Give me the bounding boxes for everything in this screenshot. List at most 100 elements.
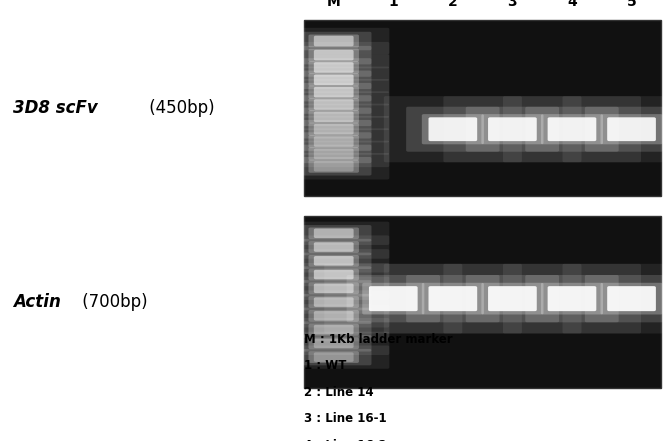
FancyBboxPatch shape [302,116,389,142]
FancyBboxPatch shape [302,308,371,324]
FancyBboxPatch shape [302,54,389,81]
FancyBboxPatch shape [314,325,353,334]
FancyBboxPatch shape [314,62,353,73]
Text: (700bp): (700bp) [77,293,148,311]
FancyBboxPatch shape [428,286,477,311]
Text: 3 : Line 16-1: 3 : Line 16-1 [304,412,387,425]
FancyBboxPatch shape [548,117,597,141]
FancyBboxPatch shape [482,283,544,314]
FancyBboxPatch shape [309,351,359,363]
FancyBboxPatch shape [302,145,371,163]
FancyBboxPatch shape [314,87,353,97]
Bar [304,20,661,196]
FancyBboxPatch shape [309,337,359,349]
FancyBboxPatch shape [314,161,353,172]
FancyBboxPatch shape [302,67,389,93]
FancyBboxPatch shape [302,104,389,130]
FancyBboxPatch shape [541,283,603,314]
FancyBboxPatch shape [503,96,641,162]
FancyBboxPatch shape [309,86,359,99]
FancyBboxPatch shape [384,264,522,333]
FancyBboxPatch shape [314,297,353,307]
FancyBboxPatch shape [302,249,389,273]
FancyBboxPatch shape [314,256,353,265]
FancyBboxPatch shape [314,339,353,348]
FancyBboxPatch shape [302,46,371,64]
Text: 4: 4 [567,0,577,9]
FancyBboxPatch shape [302,71,371,89]
FancyBboxPatch shape [314,99,353,110]
FancyBboxPatch shape [362,283,424,314]
FancyBboxPatch shape [302,318,389,341]
FancyBboxPatch shape [309,283,359,294]
FancyBboxPatch shape [428,117,477,141]
FancyBboxPatch shape [302,335,371,351]
FancyBboxPatch shape [503,264,641,333]
FancyBboxPatch shape [585,107,663,152]
FancyBboxPatch shape [302,235,389,259]
FancyBboxPatch shape [302,108,371,126]
FancyBboxPatch shape [466,275,559,322]
FancyBboxPatch shape [384,96,522,162]
FancyBboxPatch shape [422,283,484,314]
FancyBboxPatch shape [562,264,663,333]
FancyBboxPatch shape [309,269,359,280]
FancyBboxPatch shape [309,296,359,308]
FancyBboxPatch shape [314,228,353,238]
FancyBboxPatch shape [607,117,656,141]
Bar [304,216,661,388]
FancyBboxPatch shape [314,136,353,147]
Text: 1 : WT: 1 : WT [304,359,346,372]
Text: 1: 1 [388,0,398,9]
FancyBboxPatch shape [309,110,359,123]
FancyBboxPatch shape [314,242,353,252]
FancyBboxPatch shape [302,266,371,283]
FancyBboxPatch shape [309,324,359,336]
FancyBboxPatch shape [302,253,371,269]
FancyBboxPatch shape [422,114,484,144]
FancyBboxPatch shape [302,225,371,242]
Text: 2: 2 [448,0,458,9]
FancyBboxPatch shape [525,275,619,322]
FancyBboxPatch shape [302,42,389,68]
FancyBboxPatch shape [302,332,389,355]
Text: 3D8 scFv: 3D8 scFv [13,99,98,117]
FancyBboxPatch shape [309,255,359,267]
FancyBboxPatch shape [302,120,371,138]
Text: 4 : Line 16-2: 4 : Line 16-2 [304,439,387,441]
Text: 5: 5 [627,0,637,9]
FancyBboxPatch shape [302,222,389,245]
FancyBboxPatch shape [302,83,371,101]
FancyBboxPatch shape [541,114,603,144]
FancyBboxPatch shape [309,135,359,148]
FancyBboxPatch shape [302,157,371,176]
FancyBboxPatch shape [302,58,371,77]
FancyBboxPatch shape [488,117,537,141]
Text: 2 : Line 14: 2 : Line 14 [304,386,373,399]
FancyBboxPatch shape [302,321,371,338]
FancyBboxPatch shape [302,141,389,167]
FancyBboxPatch shape [314,352,353,362]
FancyBboxPatch shape [444,264,581,333]
FancyBboxPatch shape [309,310,359,321]
FancyBboxPatch shape [302,239,371,255]
FancyBboxPatch shape [302,132,371,151]
FancyBboxPatch shape [482,114,544,144]
FancyBboxPatch shape [302,294,371,310]
FancyBboxPatch shape [309,160,359,173]
Text: M : 1Kb ladder marker: M : 1Kb ladder marker [304,333,452,346]
FancyBboxPatch shape [525,107,619,152]
FancyBboxPatch shape [314,50,353,60]
FancyBboxPatch shape [302,95,371,114]
FancyBboxPatch shape [324,264,462,333]
FancyBboxPatch shape [302,153,389,179]
FancyBboxPatch shape [314,75,353,85]
FancyBboxPatch shape [406,275,500,322]
FancyBboxPatch shape [314,284,353,293]
Text: M: M [327,0,341,9]
FancyBboxPatch shape [314,112,353,122]
FancyBboxPatch shape [309,123,359,136]
FancyBboxPatch shape [607,286,656,311]
FancyBboxPatch shape [309,98,359,111]
FancyBboxPatch shape [369,286,418,311]
